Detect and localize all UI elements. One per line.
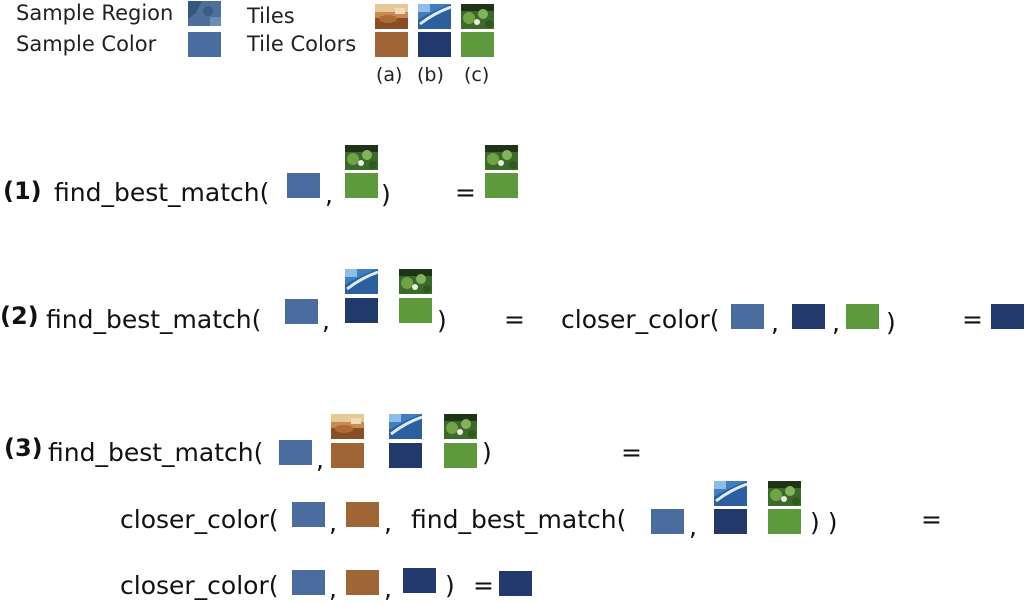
- step-3b-closer-color: closer_color(: [120, 505, 279, 534]
- step-3b-close-parens: ) ): [810, 508, 838, 537]
- step-2-sample-color: [285, 299, 318, 324]
- step-3b-tile-b-image: [714, 481, 747, 506]
- step-3b-comma-2: ,: [384, 508, 392, 537]
- legend-tile-c-color: [461, 32, 494, 57]
- legend-sample-color-label: Sample Color: [16, 32, 157, 56]
- step-2-cc-sample-color: [731, 304, 764, 329]
- step-3b-tile-c-image: [768, 481, 801, 506]
- legend-label-c: (c): [464, 64, 490, 86]
- step-1-comma: ,: [325, 180, 333, 209]
- step-2-comma-3: ,: [832, 308, 840, 337]
- step-3c-comma-2: ,: [384, 574, 392, 603]
- step-2-result-color: [991, 304, 1024, 329]
- step-2-cc-tile-b-color: [792, 304, 825, 329]
- step-3c-comma-1: ,: [329, 574, 337, 603]
- step-3-label: (3): [4, 434, 43, 462]
- step-1-tile-c-image: [345, 145, 378, 170]
- legend-label-b: (b): [417, 64, 444, 86]
- step-3-tile-a-image: [331, 414, 364, 439]
- step-3c-sample-color: [292, 570, 325, 595]
- step-2-find-best-match: find_best_match(: [46, 305, 262, 334]
- step-3b-tile-b-color: [714, 509, 747, 534]
- legend-tiles-label: Tiles: [247, 4, 295, 28]
- step-2-label: (2): [0, 302, 39, 330]
- step-2-close-paren: ): [437, 306, 447, 335]
- step-3-close-paren: ): [482, 438, 492, 467]
- legend-tile-b-image: [418, 4, 451, 29]
- legend-tile-a-color: [375, 32, 408, 57]
- step-3-tile-c-color: [444, 443, 477, 468]
- step-1-sample-color: [287, 173, 320, 198]
- step-2-tile-c-color: [399, 298, 432, 323]
- step-3-tile-b-image: [389, 414, 422, 439]
- step-1-close-paren: ): [381, 180, 391, 209]
- step-2-tile-b-image: [345, 269, 378, 294]
- step-2-comma-2: ,: [771, 308, 779, 337]
- step-3c-tile-a-color: [346, 570, 379, 595]
- step-3b-comma-3: ,: [689, 512, 697, 541]
- step-1-result-color: [485, 173, 518, 198]
- sample-color-swatch: [188, 32, 221, 57]
- step-2-closer-color: closer_color(: [561, 305, 720, 334]
- step-3-sample-color: [279, 440, 312, 465]
- step-3-tile-a-color: [331, 443, 364, 468]
- step-3c-close-paren: ): [445, 571, 455, 600]
- legend-sample-region-label: Sample Region: [16, 1, 174, 25]
- step-3c-closer-color: closer_color(: [120, 571, 279, 600]
- step-3b-sample-color: [292, 502, 325, 527]
- step-3b-equals: =: [921, 505, 942, 534]
- step-3b-find-best-match: find_best_match(: [411, 505, 627, 534]
- step-3c-equals: =: [473, 571, 494, 600]
- step-2-equals-1: =: [504, 305, 525, 334]
- step-3-tile-b-color: [389, 443, 422, 468]
- legend-tile-a-image: [375, 4, 408, 29]
- step-2-tile-c-image: [399, 269, 432, 294]
- step-3b-fbm-sample-color: [651, 509, 684, 534]
- step-2-equals-2: =: [962, 305, 983, 334]
- step-1-label: (1): [3, 177, 42, 205]
- step-2-tile-b-color: [345, 298, 378, 323]
- step-1-equals: =: [455, 178, 476, 207]
- step-1-tile-c-color: [345, 173, 378, 198]
- step-2-cc-tile-c-color: [846, 304, 879, 329]
- step-3c-tile-b-color: [403, 568, 436, 593]
- step-1-result-tile-image: [485, 145, 518, 170]
- legend-tile-colors-label: Tile Colors: [247, 32, 357, 56]
- step-3b-comma-1: ,: [329, 508, 337, 537]
- legend-label-a: (a): [376, 64, 403, 86]
- step-3b-tile-c-color: [768, 509, 801, 534]
- step-3-find-best-match: find_best_match(: [48, 438, 264, 467]
- step-3-equals-1: =: [621, 438, 642, 467]
- step-3-tile-c-image: [444, 414, 477, 439]
- step-3c-result-color: [499, 571, 532, 596]
- step-1-find-best-match: find_best_match(: [54, 178, 270, 207]
- step-3b-tile-a-color: [346, 502, 379, 527]
- sample-region-image: [188, 1, 221, 26]
- legend-tile-b-color: [418, 32, 451, 57]
- step-2-cc-close-paren: ): [886, 308, 896, 337]
- legend-tile-c-image: [461, 4, 494, 29]
- step-2-comma-1: ,: [322, 306, 330, 335]
- step-3-comma-1: ,: [316, 445, 324, 474]
